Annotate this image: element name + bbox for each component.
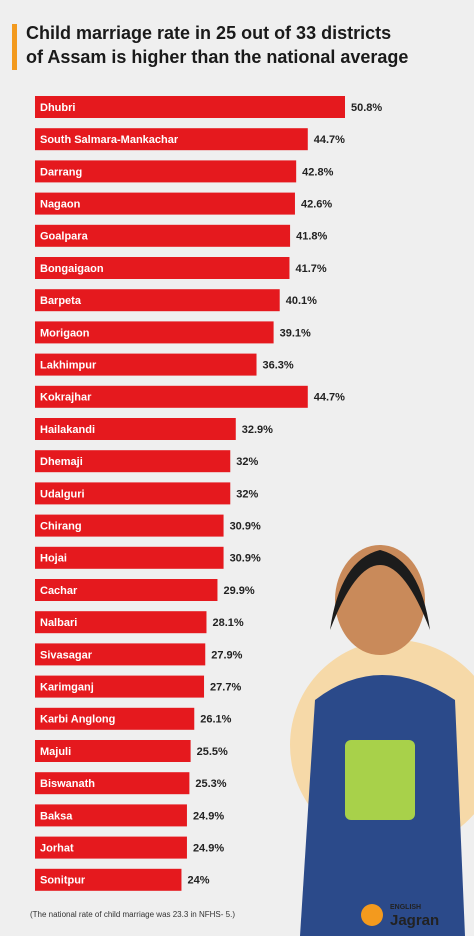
bar xyxy=(35,353,257,376)
bar xyxy=(35,868,182,891)
bar xyxy=(35,257,290,279)
category-label: Goalpara xyxy=(40,231,89,243)
value-label: 44.7% xyxy=(314,392,345,404)
logo-icon xyxy=(361,904,383,926)
category-label: South Salmara-Mankachar xyxy=(40,134,179,146)
value-label: 24% xyxy=(187,875,209,887)
value-label: 29.9% xyxy=(223,585,254,597)
bar xyxy=(35,675,205,698)
value-label: 36.3% xyxy=(263,360,294,372)
category-label: Chirang xyxy=(40,521,82,533)
bar xyxy=(35,546,224,569)
bar xyxy=(35,192,295,215)
bar xyxy=(35,804,187,827)
value-label: 27.7% xyxy=(210,682,241,694)
value-label: 28.1% xyxy=(212,617,243,629)
bar xyxy=(35,611,207,634)
category-label: Morigaon xyxy=(40,327,90,339)
value-label: 42.6% xyxy=(301,199,332,211)
value-label: 32% xyxy=(236,488,258,500)
title-accent xyxy=(12,24,17,70)
value-label: 50.8% xyxy=(351,102,382,114)
bar xyxy=(35,289,280,312)
value-label: 39.1% xyxy=(280,327,311,339)
value-label: 41.8% xyxy=(296,231,327,243)
footnote: (The national rate of child marriage was… xyxy=(30,910,235,919)
category-label: Karbi Anglong xyxy=(40,714,115,726)
bar xyxy=(35,450,231,473)
value-label: 25.3% xyxy=(195,778,226,790)
bar xyxy=(35,772,190,795)
category-label: Barpeta xyxy=(40,295,82,307)
value-label: 32% xyxy=(236,456,258,468)
value-label: 30.9% xyxy=(230,521,261,533)
category-label: Dhubri xyxy=(40,102,75,114)
illustration-hair xyxy=(330,550,430,630)
category-label: Dhemaji xyxy=(40,456,83,468)
category-label: Darrang xyxy=(40,166,82,178)
category-label: Karimganj xyxy=(40,682,94,694)
logo-small: ENGLISH xyxy=(390,904,421,911)
value-label: 26.1% xyxy=(200,714,231,726)
chart-title: Child marriage rate in 25 out of 33 dist… xyxy=(26,23,408,67)
category-label: Hailakandi xyxy=(40,424,95,436)
value-label: 25.5% xyxy=(197,746,228,758)
illustration-books xyxy=(345,740,415,820)
category-label: Jorhat xyxy=(40,843,74,855)
value-label: 32.9% xyxy=(242,424,273,436)
value-label: 24.9% xyxy=(193,810,224,822)
bar xyxy=(35,643,206,666)
bar xyxy=(35,579,218,601)
bar xyxy=(35,160,297,183)
logo-name: Jagran xyxy=(390,912,439,929)
bar xyxy=(35,224,291,247)
category-label: Cachar xyxy=(40,585,78,597)
category-label: Udalguri xyxy=(40,488,85,500)
value-label: 27.9% xyxy=(211,649,242,661)
bar xyxy=(35,418,236,440)
category-label: Sivasagar xyxy=(40,649,93,661)
bar xyxy=(35,514,224,537)
value-label: 24.9% xyxy=(193,843,224,855)
value-label: 44.7% xyxy=(314,134,345,146)
value-label: 41.7% xyxy=(295,263,326,275)
category-label: Biswanath xyxy=(40,778,95,790)
category-label: Kokrajhar xyxy=(40,392,92,404)
value-label: 40.1% xyxy=(286,295,317,307)
bar xyxy=(35,128,308,151)
bar xyxy=(35,707,195,730)
category-label: Baksa xyxy=(40,810,73,822)
value-label: 42.8% xyxy=(302,166,333,178)
category-label: Nalbari xyxy=(40,617,77,629)
category-label: Nagaon xyxy=(40,199,81,211)
value-label: 30.9% xyxy=(230,553,261,565)
bar xyxy=(35,321,274,344)
bar xyxy=(35,385,308,408)
bar xyxy=(35,96,345,118)
category-label: Lakhimpur xyxy=(40,360,97,372)
bar xyxy=(35,482,231,505)
category-label: Bongaigaon xyxy=(40,263,104,275)
category-label: Hojai xyxy=(40,553,67,565)
category-label: Majuli xyxy=(40,746,71,758)
bar xyxy=(35,740,191,762)
bar xyxy=(35,836,187,859)
category-label: Sonitpur xyxy=(40,875,86,887)
